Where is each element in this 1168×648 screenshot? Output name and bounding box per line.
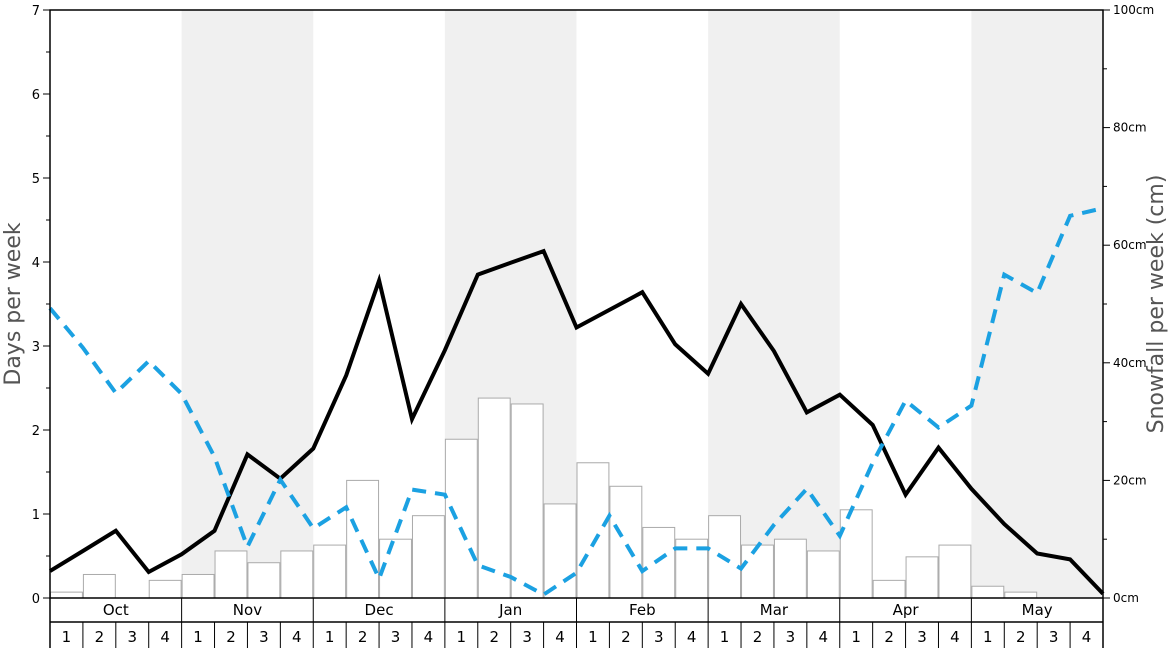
month-label-dec: Dec (365, 601, 394, 619)
snowfall-bar (148, 579, 182, 599)
week-label: 1 (325, 628, 335, 646)
shade-may (971, 10, 1103, 598)
snowfall-bar (971, 585, 1005, 599)
left-axis-title: Days per week (1, 222, 26, 385)
week-label: 4 (424, 628, 434, 646)
snowfall-bar (642, 526, 676, 599)
week-label: 4 (292, 628, 302, 646)
week-label: 4 (950, 628, 960, 646)
snowfall-bar (444, 438, 478, 599)
month-label-may: May (1022, 601, 1053, 619)
snowfall-bar (806, 550, 840, 599)
snowfall-bar (82, 573, 116, 599)
snowfall-bar (1004, 591, 1038, 599)
solid-line (48, 248, 1105, 596)
week-label: 3 (1049, 628, 1059, 646)
week-label: 1 (720, 628, 730, 646)
right-tick-label: 40cm (1113, 356, 1147, 370)
week-label: 4 (819, 628, 829, 646)
snowfall-bar (576, 462, 610, 599)
month-label-apr: Apr (893, 601, 920, 619)
right-tick-label: 80cm (1113, 121, 1147, 135)
right-tick-label: 60cm (1113, 238, 1147, 252)
month-label-mar: Mar (760, 601, 789, 619)
snowfall-bar (477, 397, 511, 599)
week-label: 3 (127, 628, 137, 646)
left-tick-label: 5 (32, 172, 40, 187)
week-label: 2 (489, 628, 499, 646)
week-label: 3 (522, 628, 532, 646)
week-label: 1 (62, 628, 72, 646)
month-label-oct: Oct (103, 601, 129, 619)
week-label: 2 (621, 628, 631, 646)
snowfall-bar (839, 509, 873, 599)
snowfall-bar (510, 403, 544, 599)
right-tick-label: 0cm (1113, 591, 1139, 605)
snowfall-bar (50, 591, 83, 599)
snowfall-bar (411, 515, 445, 599)
left-tick-label: 1 (32, 508, 40, 523)
week-label: 3 (259, 628, 269, 646)
snowfall-bar (609, 485, 643, 599)
week-label: 3 (654, 628, 664, 646)
month-shading (181, 10, 1103, 598)
week-label: 3 (917, 628, 927, 646)
snowfall-bar (181, 573, 215, 599)
week-label: 2 (358, 628, 368, 646)
week-label: 2 (753, 628, 763, 646)
week-label: 2 (884, 628, 894, 646)
right-axis: 0cm 20cm 40cm 60cm 80cm 100cm (1103, 3, 1154, 605)
left-tick-label: 6 (32, 88, 40, 103)
left-tick-label: 3 (32, 340, 40, 355)
week-label: 4 (687, 628, 697, 646)
right-tick-label: 20cm (1113, 473, 1147, 487)
week-label: 1 (983, 628, 993, 646)
snowfall-bar (872, 579, 906, 599)
week-label: 4 (1082, 628, 1092, 646)
week-label: 3 (391, 628, 401, 646)
snowfall-bar (313, 544, 347, 599)
week-label: 1 (457, 628, 467, 646)
week-label: 1 (851, 628, 861, 646)
week-label: 2 (226, 628, 236, 646)
left-tick-label: 7 (32, 4, 40, 19)
right-tick-label: 100cm (1113, 3, 1154, 17)
dashed-line (48, 206, 1104, 597)
month-label-feb: Feb (629, 601, 656, 619)
right-axis-title: Snowfall per week (cm) (1144, 175, 1168, 434)
x-axis-months-weeks: Oct 1 2 3 4 Nov 1 2 3 4 Dec 1 2 3 4 Jan 1 2 3 4 Feb 1 2 3 4 Mar 1 2… (49, 598, 1104, 648)
week-label: 3 (786, 628, 796, 646)
snowfall-bar (543, 503, 577, 599)
month-label-nov: Nov (233, 601, 262, 619)
snowfall-bar (741, 544, 774, 599)
week-label: 1 (588, 628, 598, 646)
left-tick-label: 0 (32, 592, 40, 607)
shade-nov (181, 10, 314, 598)
left-tick-label: 4 (32, 256, 40, 271)
left-tick-label: 2 (32, 424, 40, 439)
week-label: 4 (160, 628, 170, 646)
month-label-jan: Jan (498, 601, 522, 619)
snowfall-bar (214, 550, 248, 599)
week-label: 4 (555, 628, 565, 646)
week-label: 1 (193, 628, 203, 646)
snowfall-bar (346, 479, 380, 599)
snowfall-bar (773, 538, 807, 599)
week-label: 2 (95, 628, 105, 646)
snowfall-bar (938, 544, 972, 599)
snowfall-bar (247, 562, 281, 599)
day-lines (48, 206, 1105, 597)
left-axis: 0 1 2 3 4 5 6 7 (32, 4, 50, 607)
snowfall-bar (905, 556, 939, 599)
snowfall-bar (280, 550, 314, 599)
shade-mar (708, 10, 840, 598)
week-label: 2 (1016, 628, 1026, 646)
